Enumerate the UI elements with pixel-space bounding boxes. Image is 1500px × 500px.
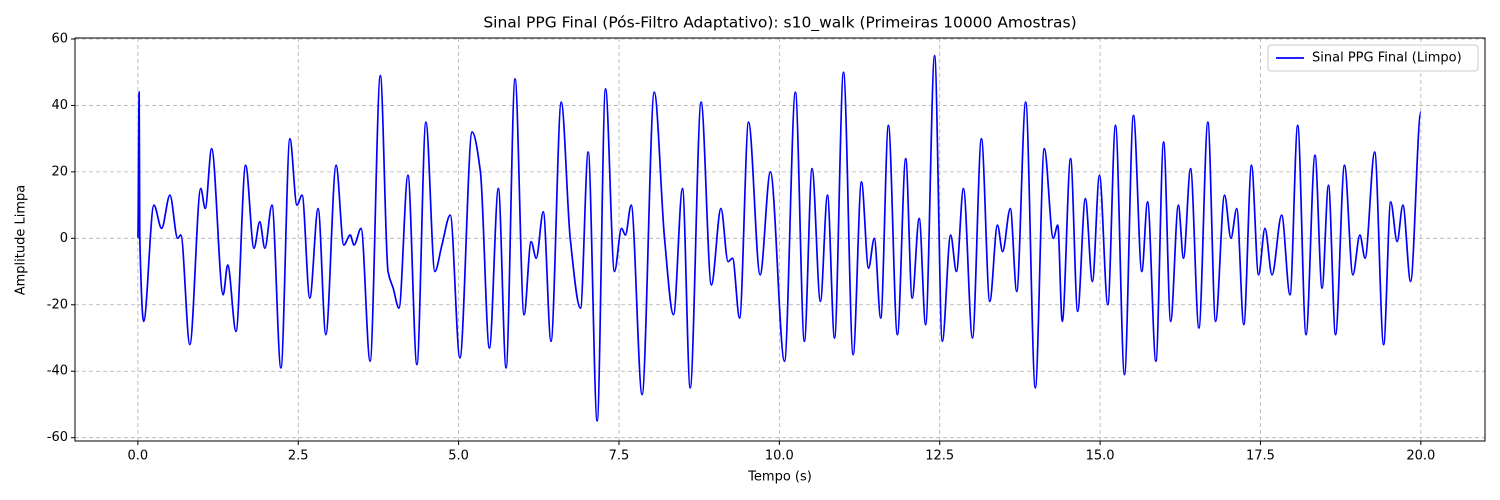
y-tick-label: -60 xyxy=(47,430,68,445)
y-tick-label: -20 xyxy=(47,297,68,312)
x-tick-label: 5.0 xyxy=(448,449,469,464)
chart-title: Sinal PPG Final (Pós-Filtro Adaptativo):… xyxy=(483,14,1076,33)
legend-label: Sinal PPG Final (Limpo) xyxy=(1312,51,1462,66)
x-axis-label: Tempo (s) xyxy=(747,470,812,485)
y-tick-label: 60 xyxy=(51,31,68,46)
legend-box xyxy=(1267,44,1479,72)
x-tick-label: 0.0 xyxy=(128,449,149,464)
x-tick-label: 10.0 xyxy=(765,449,794,464)
axes-frame xyxy=(74,37,1486,442)
x-tick-label: 7.5 xyxy=(609,449,630,464)
x-tick-label: 2.5 xyxy=(288,449,309,464)
x-tick-label: 20.0 xyxy=(1406,449,1435,464)
x-tick-label: 15.0 xyxy=(1086,449,1115,464)
y-axis-label: Amplitude Limpa xyxy=(14,185,29,296)
y-tick-label: -40 xyxy=(47,364,68,379)
x-tick-label: 12.5 xyxy=(925,449,954,464)
x-tick-label: 17.5 xyxy=(1246,449,1275,464)
line-series xyxy=(137,54,1422,422)
y-tick-label: 40 xyxy=(51,98,68,113)
y-tick-label: 0 xyxy=(60,231,68,246)
y-tick-label: 20 xyxy=(51,164,68,179)
